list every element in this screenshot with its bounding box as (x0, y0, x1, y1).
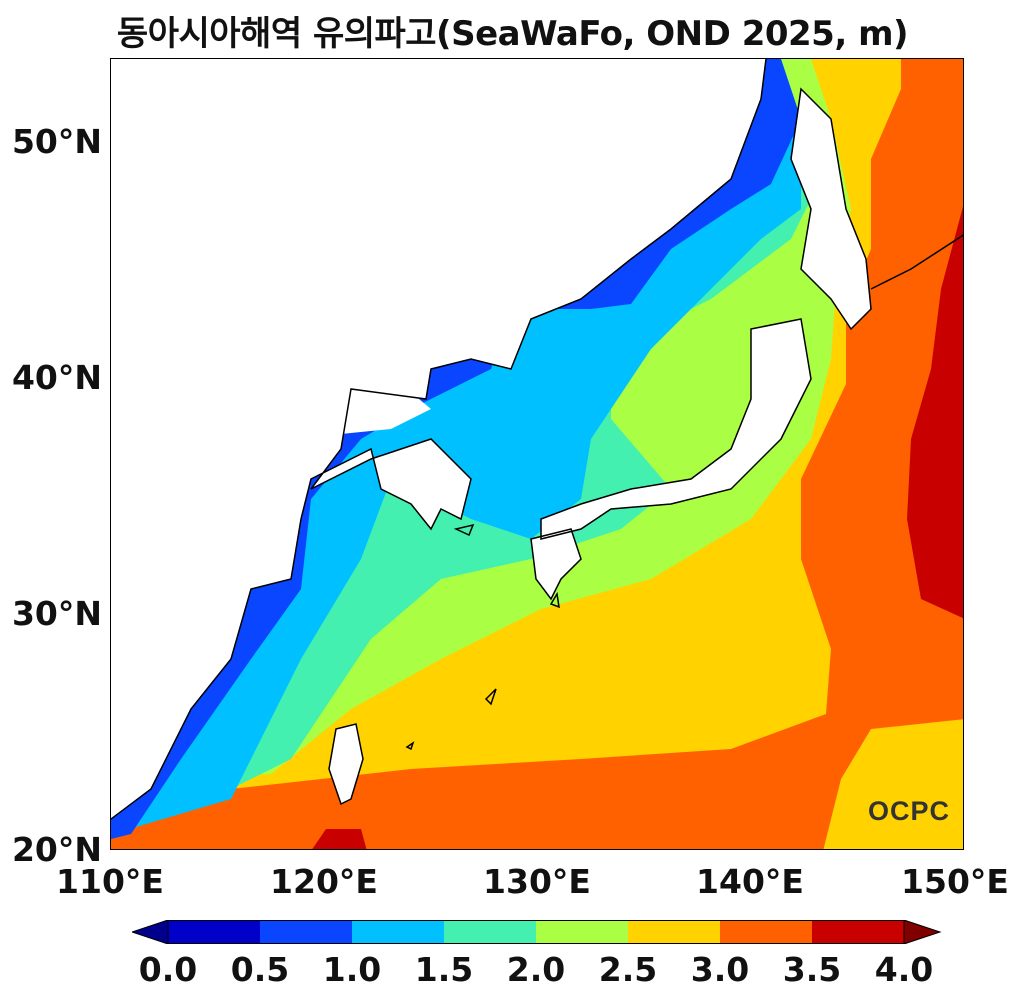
colorbar-tick: 0.5 (230, 950, 290, 989)
colorbar-tick: 4.0 (874, 950, 934, 989)
colorbar-tick: 1.5 (414, 950, 474, 989)
lon-label-150e: 150°E (901, 862, 1009, 901)
lon-label-120e: 120°E (270, 862, 378, 901)
colorbar-segment (444, 920, 536, 944)
colorbar (130, 919, 944, 948)
land-bohai (276, 369, 431, 437)
lat-label-30n: 30°N (11, 594, 102, 633)
lon-label-110e: 110°E (56, 862, 164, 901)
colorbar-tick: 3.0 (690, 950, 750, 989)
land-sakhalin-hokkaido (791, 89, 871, 329)
colorbar-tick: 0.0 (138, 950, 198, 989)
colorbar-segment (352, 920, 444, 944)
land-mainland (111, 59, 766, 819)
colorbar-segment (812, 920, 904, 944)
colorbar-tick: 1.0 (322, 950, 382, 989)
land-kyushu (531, 529, 581, 599)
ocpc-logo: OCPC (868, 796, 951, 826)
colorbar-segment (168, 920, 260, 944)
land-honshu (541, 319, 811, 539)
wave-height-field (111, 59, 963, 849)
colorbar-segment (720, 920, 812, 944)
colorbar-tick: 3.5 (782, 950, 842, 989)
colorbar-border (167, 920, 905, 944)
colorbar-over-arrow (903, 919, 942, 945)
colorbar-segment (260, 920, 352, 944)
lat-label-50n: 50°N (11, 122, 102, 161)
colorbar-svg (130, 919, 942, 945)
band-3.5-4.0-east (907, 206, 963, 619)
colorbar-segment (536, 920, 628, 944)
land-taiwan (329, 724, 363, 804)
colorbar-segment (628, 920, 720, 944)
lat-label-40n: 40°N (11, 358, 102, 397)
colorbar-tick: 2.5 (598, 950, 658, 989)
band-3.5-4.0-south (312, 829, 367, 849)
lat-label-20n: 20°N (11, 830, 102, 869)
map-title: 동아시아해역 유의파고(SeaWaFo, OND 2025, m) (116, 14, 909, 54)
colorbar-under-arrow (130, 919, 169, 945)
lon-label-130e: 130°E (483, 862, 591, 901)
lon-label-140e: 140°E (696, 862, 804, 901)
coastlines (111, 59, 963, 820)
colorbar-tick: 2.0 (506, 950, 566, 989)
wave-height-map (110, 58, 964, 850)
